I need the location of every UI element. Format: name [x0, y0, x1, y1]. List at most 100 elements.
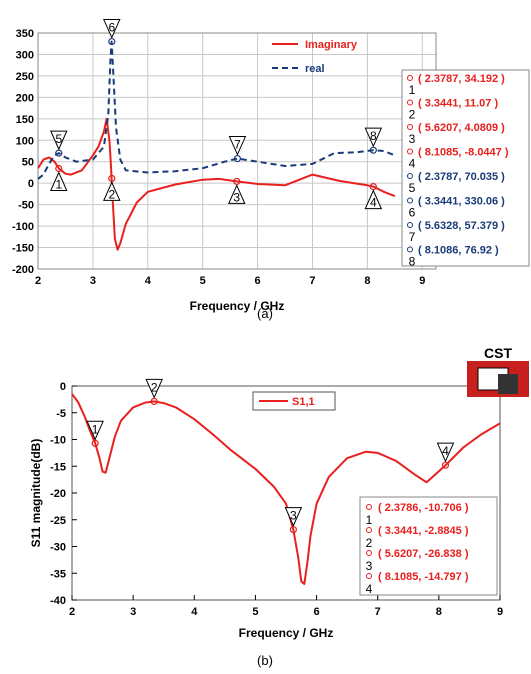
x-tick-label: 7	[375, 606, 381, 618]
marker-label: 7	[228, 136, 247, 156]
marker-dot-icon	[407, 148, 413, 155]
marker-label-shape	[228, 136, 247, 156]
marker-label-text: 1	[55, 178, 62, 192]
y-axis-label: S11 magnitude(dB)	[29, 439, 43, 548]
marker-value: ( 8.1085, -14.797 )	[378, 571, 469, 583]
marker-value: ( 5.6207, 4.0809 )	[418, 122, 505, 134]
y-tick-label: -5	[56, 408, 66, 420]
marker-label-text: 8	[370, 129, 377, 143]
marker-label: 6	[103, 19, 121, 39]
marker-value: ( 3.3441, -2.8845 )	[378, 525, 469, 537]
marker-id: 4	[409, 157, 416, 171]
marker-value: ( 8.1085, -8.0447 )	[418, 147, 509, 159]
x-tick-label: 3	[130, 606, 136, 618]
marker-values-a: ( 2.3787, 34.192 )1( 3.3441, 11.07 )2( 5…	[401, 69, 530, 269]
x-tick-label: 5	[252, 606, 258, 618]
marker-id: 2	[409, 108, 416, 122]
marker-label-text: 4	[442, 444, 449, 458]
marker-label-text: 5	[55, 132, 62, 146]
marker-dot-icon	[407, 75, 413, 81]
marker-dot-icon	[407, 222, 413, 228]
x-tick-label: 7	[309, 275, 315, 287]
y-tick-label: 350	[16, 28, 34, 40]
y-tick-label: -200	[12, 264, 34, 276]
cst-logo-text: CST	[484, 345, 512, 361]
y-tick-label: 250	[16, 71, 34, 83]
x-tick-label: 3	[90, 275, 96, 287]
marker-id: 4	[366, 582, 373, 596]
marker-label: 8	[364, 127, 383, 148]
y-tick-label: -20	[50, 488, 66, 500]
marker-label: 3	[284, 507, 303, 527]
marker-label-shape	[50, 130, 68, 151]
x-tick-label: 6	[255, 275, 261, 287]
caption-b: (b)	[257, 653, 273, 668]
marker-label-shape	[50, 171, 68, 192]
marker-id: 3	[366, 559, 373, 573]
marker-value: ( 8.1086, 76.92 )	[418, 245, 499, 257]
marker-label: 5	[50, 130, 68, 151]
marker-dot-icon	[366, 573, 372, 579]
marker-label-text: 6	[108, 21, 115, 35]
y-tick-label: -100	[12, 221, 34, 233]
marker-value: ( 2.3786, -10.706 )	[378, 502, 469, 514]
marker-value: ( 5.6207, -26.838 )	[378, 548, 469, 560]
marker-label: 4	[436, 442, 455, 463]
y-tick-label: 0	[28, 178, 34, 190]
legend-b: S1,1	[252, 391, 336, 411]
marker-label-shape	[436, 442, 455, 463]
x-axis-label: Frequency / GHz	[190, 299, 285, 313]
caption-a: (a)	[257, 306, 273, 321]
marker-id: 8	[409, 255, 416, 269]
marker-label-shape	[145, 378, 163, 399]
marker-dot-icon	[407, 124, 413, 130]
x-tick-label: 8	[436, 606, 442, 618]
marker-id: 3	[409, 132, 416, 146]
x-tick-label: 6	[314, 606, 320, 618]
marker-dot-icon	[407, 246, 413, 253]
marker-label: 1	[86, 420, 104, 441]
marker-label-text: 2	[108, 187, 115, 201]
marker-label: 1	[50, 171, 68, 192]
y-tick-label: -25	[50, 515, 66, 527]
marker-id: 1	[409, 83, 416, 97]
marker-id: 5	[409, 181, 416, 195]
y-tick-label: 150	[16, 114, 34, 126]
marker-label-shape	[103, 181, 121, 201]
marker-label-text: 4	[370, 196, 377, 210]
x-tick-label: 4	[145, 275, 152, 287]
marker-dot-icon	[407, 173, 413, 179]
x-tick-label: 2	[35, 275, 41, 287]
marker-id: 1	[366, 513, 373, 527]
marker-label-shape	[86, 420, 104, 441]
marker-label: 4	[364, 189, 383, 210]
y-tick-label: 0	[60, 381, 66, 393]
x-axis-label: Frequency / GHz	[239, 626, 334, 640]
marker-value: ( 5.6328, 57.379 )	[418, 220, 505, 232]
marker-values-frame	[359, 496, 498, 596]
y-tick-label: -30	[50, 542, 66, 554]
marker-label-text: 2	[151, 380, 158, 394]
legend-a: Imaginary real	[272, 39, 358, 75]
legend-label: real	[305, 63, 325, 75]
marker-label-text: 3	[290, 509, 297, 523]
x-tick-label: 4	[191, 606, 198, 618]
y-tick-label: -50	[18, 200, 34, 212]
legend-label: S1,1	[292, 396, 315, 408]
cst-logo: CST	[467, 345, 529, 397]
series-line-s11	[72, 393, 500, 585]
x-tick-label: 8	[364, 275, 370, 287]
x-tick-label: 9	[497, 606, 503, 618]
marker-label-shape	[364, 189, 383, 210]
marker-label-shape	[227, 184, 246, 204]
legend-frame	[252, 391, 336, 411]
marker-dot-icon	[366, 504, 372, 510]
marker-label-shape	[364, 127, 383, 148]
x-tick-label: 5	[200, 275, 206, 287]
y-tick-label: -35	[50, 568, 66, 580]
marker-value: ( 3.3441, 330.06 )	[418, 196, 505, 208]
marker-label-text: 7	[234, 138, 241, 152]
y-tick-label: 100	[16, 135, 34, 147]
marker-label-shape	[284, 507, 303, 527]
